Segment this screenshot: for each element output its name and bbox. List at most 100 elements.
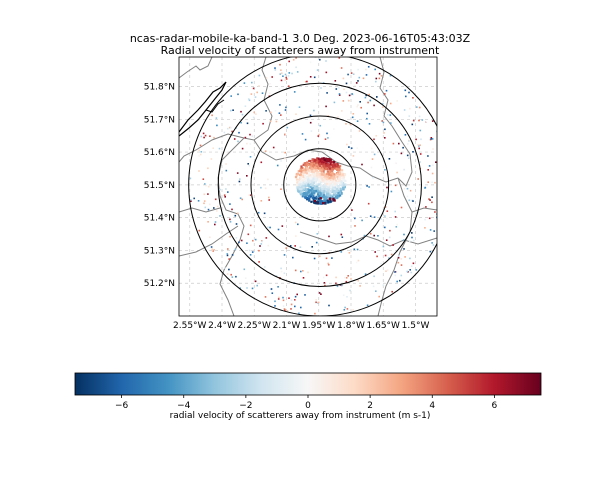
colorbar: −6 −4 −2 0 2 4 6	[74, 372, 542, 411]
radar-gate	[318, 176, 321, 179]
radar-gate	[342, 182, 345, 185]
radar-gate	[308, 166, 311, 169]
radar-gate	[332, 190, 335, 193]
radar-gate	[406, 187, 409, 190]
radar-gate	[306, 162, 309, 165]
radar-gate	[341, 236, 344, 238]
radar-gate	[234, 214, 237, 217]
radar-gate	[292, 256, 294, 259]
radar-gate	[327, 158, 330, 161]
lat-tick-label: 51.7°N	[144, 115, 175, 125]
radar-gate	[284, 157, 286, 160]
radar-gate	[325, 105, 327, 108]
radar-gate	[315, 241, 318, 244]
radar-gate	[248, 249, 251, 252]
radar-gate	[315, 180, 318, 183]
radar-gate	[324, 284, 326, 287]
radar-gate	[313, 76, 316, 79]
radar-gate	[300, 306, 302, 309]
radar-gate	[305, 191, 308, 194]
radar-gate	[308, 199, 311, 202]
radar-gate	[258, 85, 260, 87]
radar-gate	[431, 138, 434, 140]
radar-gate	[319, 160, 322, 163]
radar-gate	[428, 198, 430, 200]
radar-gate	[344, 306, 346, 309]
radar-gate	[384, 93, 386, 95]
radar-gate	[328, 304, 330, 307]
radar-gate	[264, 266, 266, 268]
radar-gate	[351, 93, 353, 95]
radar-gate	[327, 179, 330, 182]
radar-gate	[339, 194, 342, 197]
radar-gate	[268, 199, 270, 201]
radar-gate	[333, 173, 336, 176]
radar-gate	[298, 187, 301, 190]
radar-gate	[275, 275, 278, 277]
radar-gate	[335, 187, 338, 191]
radar-gate	[271, 292, 274, 294]
radar-gate	[288, 60, 290, 63]
radar-gate	[320, 161, 324, 164]
radar-gate	[331, 163, 334, 166]
radar-gate	[312, 179, 315, 182]
radar-gate	[404, 134, 407, 136]
radar-gate	[264, 150, 267, 152]
radar-gate	[357, 104, 359, 106]
radar-gate	[238, 131, 240, 134]
radar-gate	[326, 132, 328, 135]
radar-gate	[212, 147, 214, 149]
radar-gate	[216, 205, 219, 208]
radar-gate	[395, 162, 397, 165]
radar-gate	[328, 183, 331, 186]
radar-gate	[430, 138, 432, 140]
radar-gate	[315, 169, 318, 172]
radar-gate	[337, 116, 339, 118]
radar-gate	[405, 95, 407, 98]
radar-gate	[301, 174, 304, 177]
radar-gate	[358, 76, 361, 79]
radar-gate	[297, 223, 299, 226]
radar-gate	[386, 217, 388, 220]
radar-gate	[410, 271, 413, 274]
radar-gate	[327, 201, 330, 204]
radar-gate	[318, 194, 321, 197]
radar-gate	[341, 172, 344, 175]
radar-gate	[369, 215, 372, 217]
radar-gate	[329, 187, 332, 190]
radar-gate	[318, 90, 321, 93]
radar-gate	[319, 178, 322, 181]
radar-gate	[307, 163, 310, 167]
radar-gate	[321, 157, 324, 160]
radar-gate	[211, 114, 213, 117]
radar-gate	[369, 232, 372, 235]
radar-gate	[311, 196, 314, 200]
radar-gate	[329, 158, 332, 161]
radar-gate	[327, 164, 330, 167]
lat-tick-label: 51.4°N	[144, 214, 175, 224]
radar-gate	[375, 80, 377, 83]
radar-gate	[249, 133, 251, 136]
radar-gate	[341, 184, 344, 187]
radar-gate	[357, 68, 359, 71]
radar-gate	[327, 190, 330, 193]
colorbar-tick-label: 2	[367, 401, 373, 411]
radar-gate	[333, 192, 336, 195]
radar-gate	[295, 66, 297, 69]
radar-gate	[384, 128, 386, 131]
radar-gate	[307, 188, 310, 191]
radar-gate	[316, 177, 319, 180]
radar-gate	[356, 147, 359, 149]
radar-gate	[399, 279, 401, 282]
radar-gate	[326, 194, 329, 197]
radar-gate	[319, 191, 322, 194]
radar-gate	[332, 186, 335, 189]
radar-gate	[435, 161, 437, 163]
radar-gate	[215, 117, 218, 119]
radar-gate	[359, 101, 361, 103]
radar-gate	[329, 200, 332, 203]
radar-gate	[320, 200, 323, 203]
radar-gate	[332, 185, 335, 188]
radar-gate	[382, 284, 385, 286]
radar-gate	[311, 170, 314, 173]
